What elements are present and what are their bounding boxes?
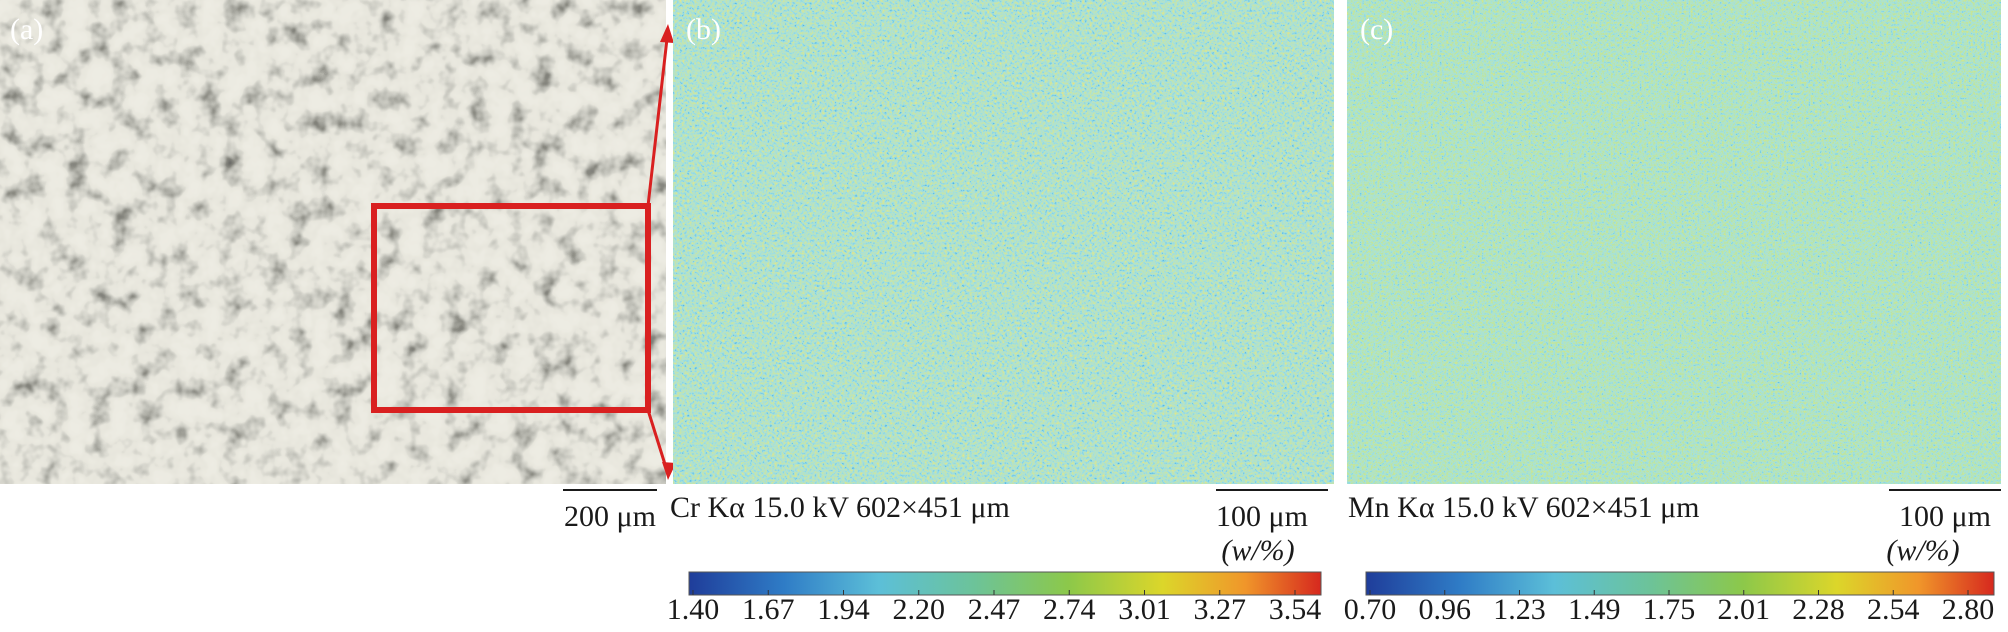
scale-bar-label: 200 μm — [564, 500, 656, 533]
colorbar-tick-label: 2.54 — [1867, 593, 1920, 626]
colorbar-tick-label: 1.94 — [817, 593, 870, 626]
colorbar-tick-label: 1.49 — [1568, 593, 1621, 626]
colorbar-tick-label: 3.01 — [1118, 593, 1171, 626]
colorbar-tick-label: 2.47 — [968, 593, 1021, 626]
colorbar — [688, 571, 1322, 596]
unit-label: (w/%) — [1886, 534, 1959, 567]
scale-bar-label: 100 μm — [1899, 500, 1991, 533]
colorbar — [1365, 571, 1995, 596]
element-map — [1347, 0, 2001, 484]
panel-label: (b) — [686, 13, 721, 46]
colorbar-tick-label: 1.75 — [1643, 593, 1696, 626]
colorbar-tick-label: 1.67 — [742, 593, 795, 626]
colorbar-tick-label: 2.74 — [1043, 593, 1096, 626]
region-box — [371, 203, 651, 413]
micrograph — [0, 0, 666, 484]
colorbar-tick-label: 2.20 — [893, 593, 946, 626]
colorbar-tick-label: 3.27 — [1194, 593, 1247, 626]
colorbar-tick-label: 1.23 — [1493, 593, 1546, 626]
panel-label: (c) — [1360, 13, 1393, 46]
colorbar-tick-label: 1.40 — [667, 593, 720, 626]
element-map — [673, 0, 1334, 484]
caption: Cr Kα 15.0 kV 602×451 μm — [670, 491, 1010, 524]
panel-label: (a) — [10, 13, 43, 46]
colorbar-tick-label: 2.80 — [1942, 593, 1995, 626]
colorbar-tick-label: 2.28 — [1792, 593, 1845, 626]
unit-label: (w/%) — [1221, 534, 1294, 567]
caption: Mn Kα 15.0 kV 602×451 μm — [1348, 491, 1700, 524]
colorbar-tick-label: 0.70 — [1344, 593, 1397, 626]
scale-bar-label: 100 μm — [1216, 500, 1308, 533]
colorbar-tick-label: 2.01 — [1718, 593, 1771, 626]
colorbar-tick-label: 0.96 — [1419, 593, 1472, 626]
colorbar-tick-label: 3.54 — [1269, 593, 1322, 626]
